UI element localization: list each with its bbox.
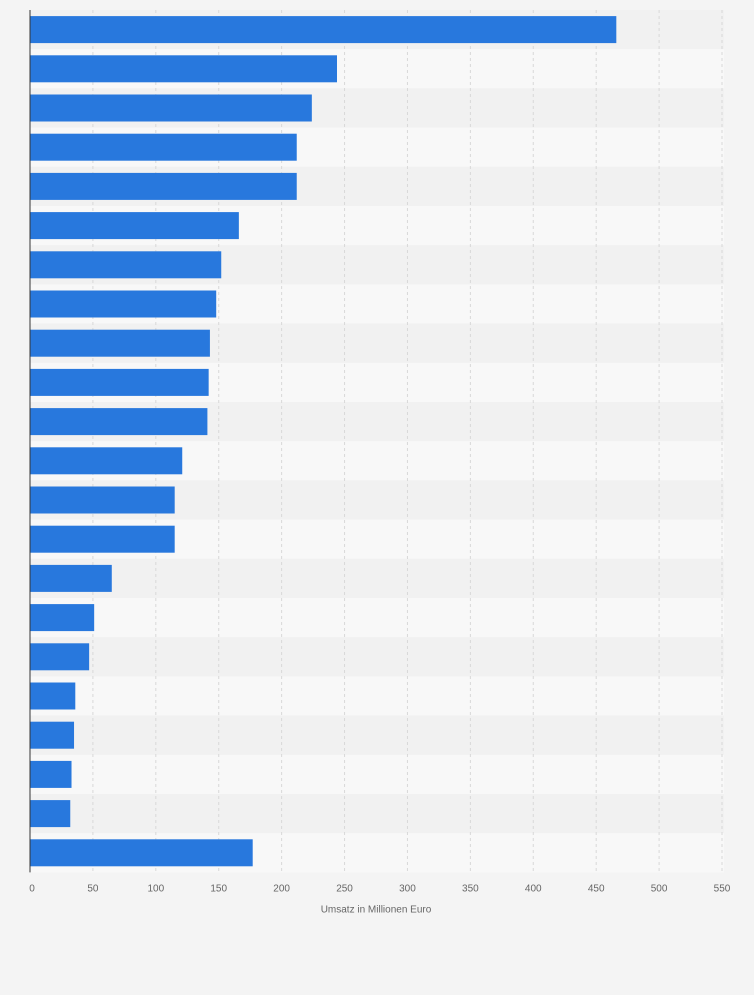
x-tick-label: 300 xyxy=(399,883,416,894)
bar xyxy=(30,682,76,710)
bar xyxy=(30,94,312,122)
x-tick-label: 50 xyxy=(87,883,99,894)
x-tick-label: 100 xyxy=(147,883,164,894)
x-tick-label: 250 xyxy=(336,883,353,894)
row-band xyxy=(30,558,724,598)
row-band xyxy=(30,754,724,794)
bar xyxy=(30,839,253,867)
x-tick-label: 400 xyxy=(525,883,542,894)
row-band xyxy=(30,676,724,716)
x-tick-label: 150 xyxy=(210,883,227,894)
bar xyxy=(30,760,72,788)
bar xyxy=(30,721,75,749)
bar xyxy=(30,251,222,279)
bar xyxy=(30,172,297,200)
bar xyxy=(30,55,337,83)
bar xyxy=(30,800,71,828)
x-axis-ticks: 0 50 100 150 200 250 300 350 400 450 500 550 xyxy=(29,883,731,894)
bar xyxy=(30,564,112,592)
bar xyxy=(30,16,617,44)
row-band xyxy=(30,637,724,677)
bars xyxy=(30,16,617,867)
bar xyxy=(30,643,90,671)
row-band xyxy=(30,715,724,755)
row-band xyxy=(30,794,724,834)
x-tick-label: 200 xyxy=(273,883,290,894)
bar xyxy=(30,133,297,161)
x-tick-label: 450 xyxy=(588,883,605,894)
bar xyxy=(30,486,175,514)
bar xyxy=(30,604,95,632)
x-tick-label: 0 xyxy=(29,883,35,894)
bar xyxy=(30,408,208,436)
bar xyxy=(30,447,183,475)
bar xyxy=(30,525,175,553)
x-tick-label: 500 xyxy=(651,883,668,894)
bar xyxy=(30,290,217,318)
bar xyxy=(30,329,210,357)
row-band xyxy=(30,598,724,638)
x-tick-label: 550 xyxy=(714,883,731,894)
x-tick-label: 350 xyxy=(462,883,479,894)
x-axis-label: Umsatz in Millionen Euro xyxy=(321,904,432,915)
bar xyxy=(30,368,209,396)
bar xyxy=(30,212,239,240)
